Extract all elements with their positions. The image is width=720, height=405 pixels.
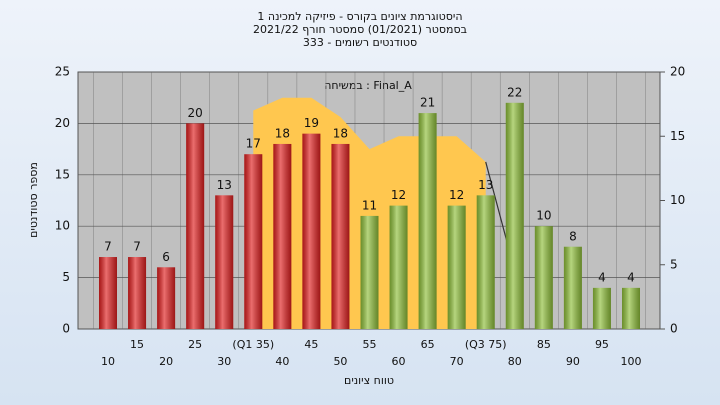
bar-sheen (389, 205, 408, 329)
value-label: 19 (304, 116, 319, 130)
value-label: 22 (507, 85, 522, 99)
x-tick-label: 25 (188, 338, 202, 351)
x-tick-label: 55 (363, 338, 377, 351)
value-label: 8 (569, 229, 577, 243)
y-tick-label: 0 (62, 322, 70, 336)
x-tick-label: 90 (566, 355, 580, 368)
bar-sheen (244, 154, 263, 329)
x-tick-label: 65 (421, 338, 435, 351)
x-axis-label: טווח ציונים (344, 374, 394, 387)
annotation: במשיחה : Final_A (324, 79, 412, 92)
x-tick-label: (Q3 75) (465, 338, 507, 351)
value-label: 20 (188, 106, 203, 120)
y-tick-label: 10 (55, 219, 70, 233)
bar-sheen (99, 257, 117, 329)
y2-tick-label: 0 (670, 322, 678, 336)
y2-tick-label: 20 (670, 65, 685, 79)
x-tick-label: 80 (508, 355, 522, 368)
value-label: 18 (275, 126, 290, 140)
x-tick-label: 15 (130, 338, 144, 351)
value-label: 13 (478, 178, 493, 192)
bar-sheen (622, 287, 640, 329)
title: היסטוגרמת ציונים בקורס - פיזיקה למכינה 1 (257, 10, 462, 23)
x-tick-label: 50 (333, 355, 347, 368)
bar-sheen (360, 215, 379, 329)
bar-sheen (534, 226, 553, 329)
y2-tick-label: 15 (670, 129, 685, 143)
value-label: 6 (162, 250, 170, 264)
value-label: 18 (333, 126, 348, 140)
bar-sheen (215, 195, 234, 329)
bar-sheen (592, 287, 611, 329)
value-label: 13 (217, 178, 232, 192)
y2-tick-label: 10 (670, 193, 685, 207)
x-tick-label: 85 (537, 338, 551, 351)
x-tick-label: 10 (101, 355, 115, 368)
value-label: 12 (391, 188, 406, 202)
y-tick-label: 15 (55, 167, 70, 181)
bar-sheen (563, 246, 582, 329)
bar-sheen (331, 143, 350, 329)
bar-sheen (128, 257, 147, 329)
x-tick-label: 60 (392, 355, 406, 368)
y2-tick-label: 5 (670, 257, 678, 271)
bar-sheen (273, 143, 292, 329)
y-tick-label: 20 (55, 116, 70, 130)
subtitle: סטודנטים רשומים - 333 (303, 36, 417, 49)
x-tick-label: 45 (304, 338, 318, 351)
value-label: 17 (246, 137, 261, 151)
value-label: 7 (133, 240, 141, 254)
x-tick-label: 30 (217, 355, 231, 368)
x-tick-label: (Q1 35) (232, 338, 274, 351)
value-label: 4 (598, 270, 606, 284)
x-tick-label: 100 (621, 355, 642, 368)
x-tick-label: 20 (159, 355, 173, 368)
x-tick-label: 95 (595, 338, 609, 351)
value-label: 7 (104, 240, 112, 254)
bar-sheen (476, 195, 495, 329)
y-tick-label: 25 (55, 65, 70, 79)
bar-sheen (505, 102, 524, 329)
y-tick-label: 5 (62, 270, 70, 284)
value-label: 12 (449, 188, 464, 202)
x-tick-label: 40 (275, 355, 289, 368)
value-label: 11 (362, 198, 377, 212)
bar-sheen (302, 133, 321, 329)
subtitle: בסמסטר (01/2021) סמסטר חורף 2021/22 (253, 23, 467, 36)
value-label: 4 (627, 270, 635, 284)
value-label: 21 (420, 96, 435, 110)
bar-sheen (157, 267, 176, 329)
bar-sheen (418, 113, 437, 330)
value-label: 10 (536, 209, 551, 223)
y-axis-label: מספר סטודנטים (27, 162, 40, 238)
bar-sheen (447, 205, 466, 329)
x-tick-label: 70 (450, 355, 464, 368)
bar-sheen (186, 123, 205, 330)
